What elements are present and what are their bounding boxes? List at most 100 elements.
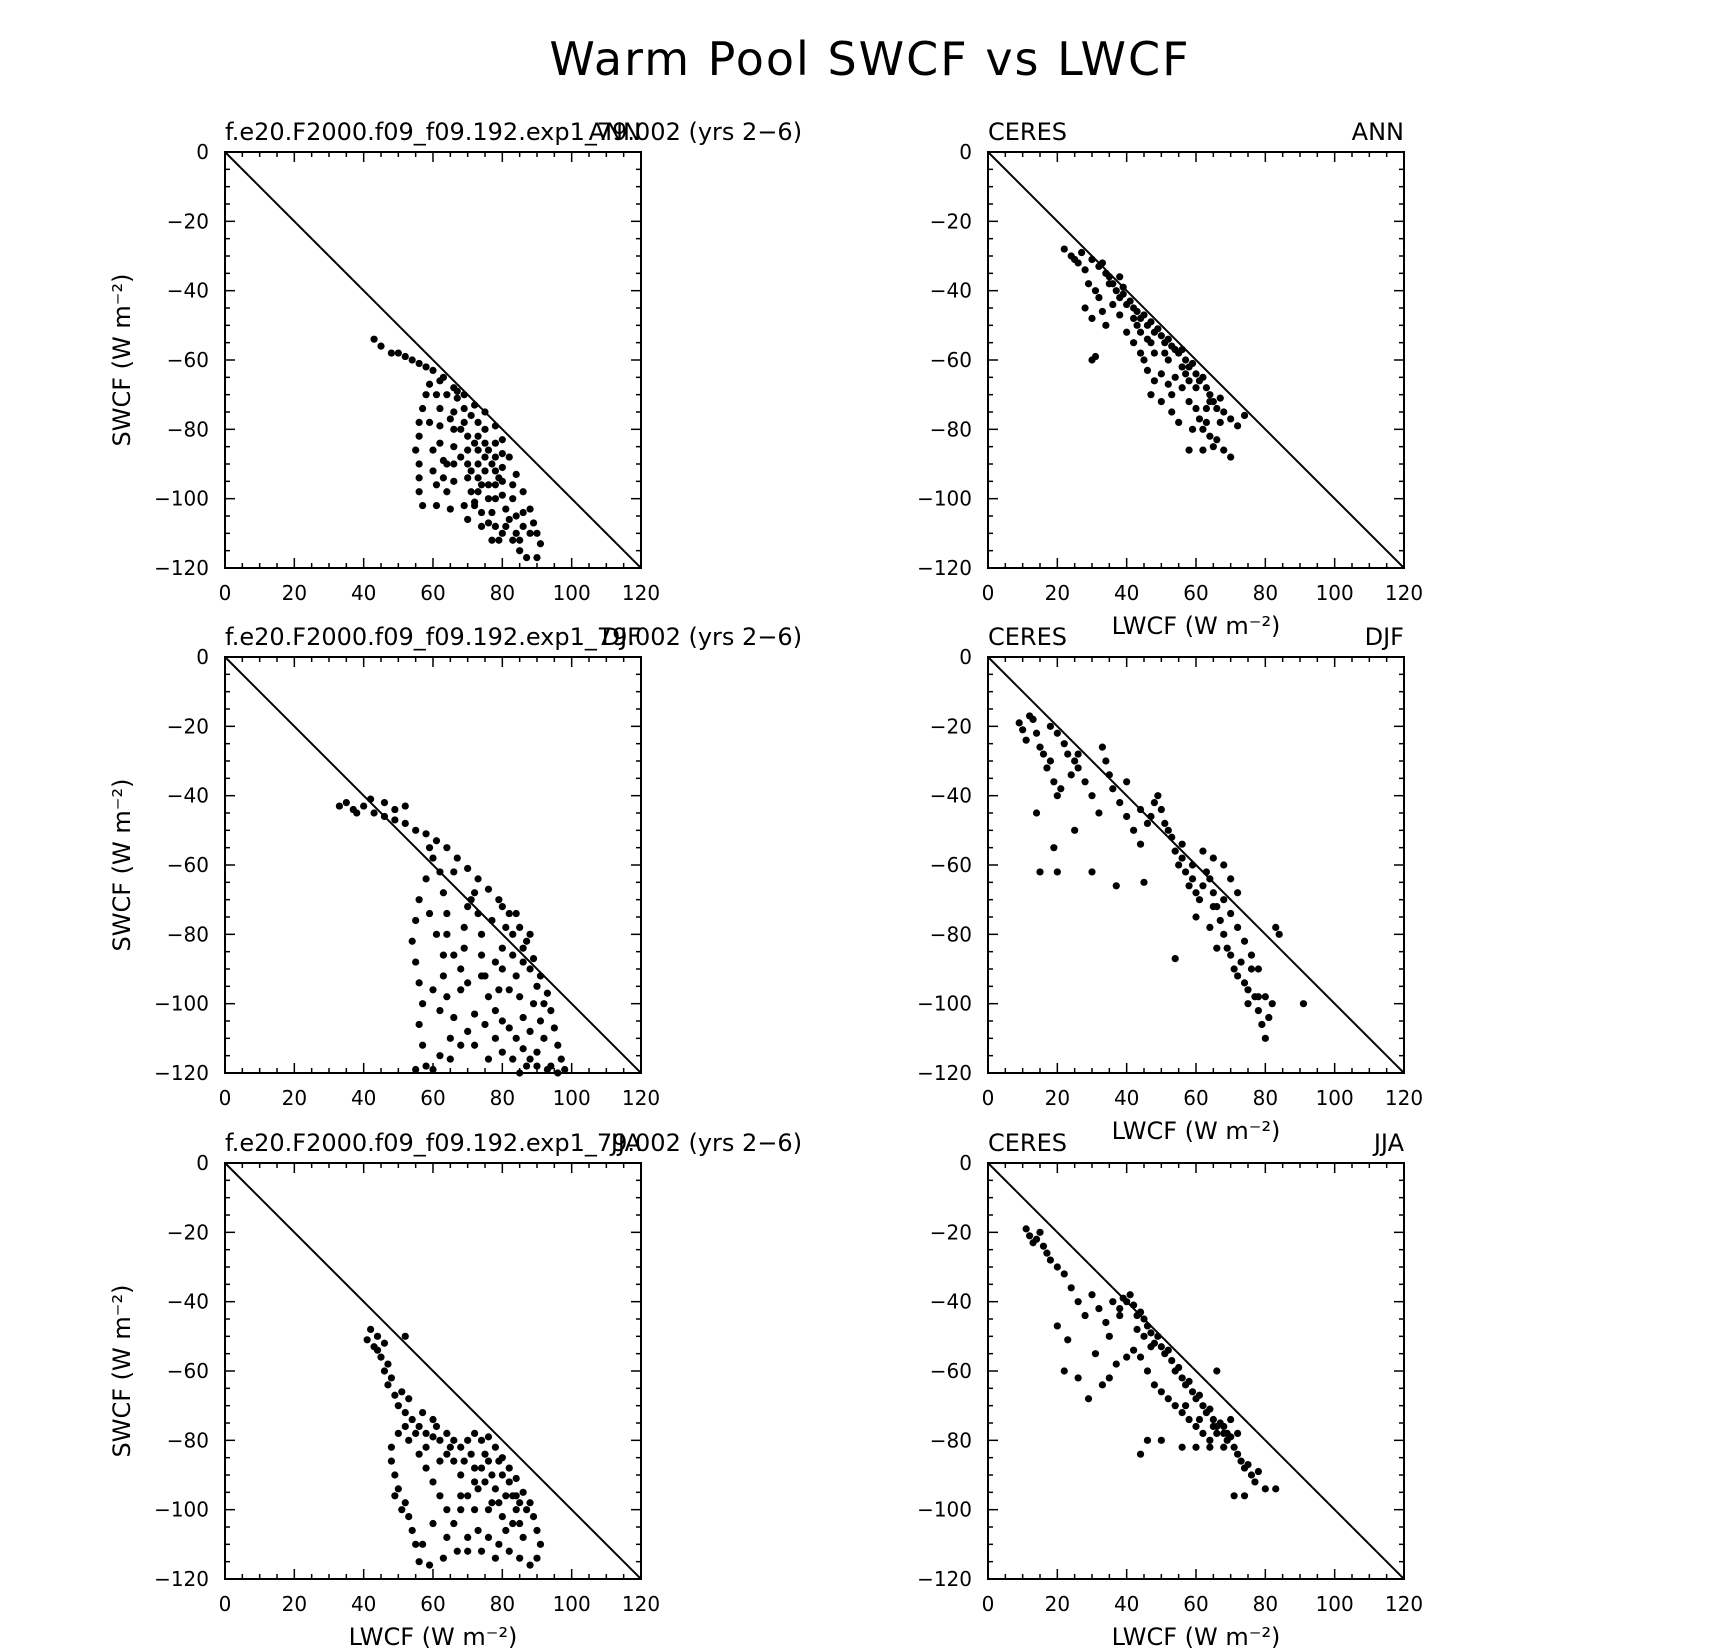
data-point: [1178, 840, 1186, 848]
data-point: [457, 425, 465, 433]
data-point: [519, 944, 527, 952]
y-tick-label: −100: [917, 487, 972, 511]
data-point: [526, 1055, 534, 1063]
data-point: [481, 453, 489, 461]
data-point: [1199, 847, 1207, 855]
data-point: [481, 439, 489, 447]
data-point: [391, 805, 399, 814]
data-point: [1140, 1332, 1148, 1340]
x-tick-label: 40: [351, 1086, 376, 1110]
data-point: [419, 1041, 427, 1049]
data-point: [1060, 740, 1068, 748]
data-point: [481, 1450, 489, 1458]
data-point: [415, 418, 423, 426]
data-point: [443, 1506, 451, 1514]
data-point: [519, 1488, 527, 1496]
data-point: [471, 889, 479, 897]
data-point: [1202, 384, 1210, 392]
data-point: [1227, 875, 1235, 883]
data-point: [377, 342, 385, 350]
data-point: [342, 799, 350, 807]
data-point: [502, 522, 510, 531]
data-point: [1060, 1270, 1068, 1278]
data-point: [1164, 1346, 1172, 1354]
data-point: [432, 481, 441, 489]
data-point: [477, 951, 486, 959]
data-point: [443, 1450, 451, 1458]
data-point: [1130, 339, 1138, 347]
data-point: [512, 470, 520, 478]
data-point: [495, 896, 503, 904]
data-point: [377, 1353, 385, 1361]
data-point: [1171, 373, 1179, 381]
data-point: [1213, 1429, 1221, 1437]
data-point: [533, 554, 541, 562]
data-point: [1192, 1443, 1200, 1451]
data-point: [1244, 986, 1252, 994]
y-tick-label: −80: [167, 1428, 209, 1452]
data-point: [526, 1561, 534, 1569]
data-point: [436, 1007, 444, 1015]
data-point: [1130, 826, 1138, 834]
data-point: [1230, 1492, 1238, 1500]
data-point: [1188, 861, 1197, 869]
data-point: [398, 1506, 406, 1514]
data-point: [471, 1010, 479, 1018]
data-point: [380, 812, 389, 821]
panel-left-label: f.e20.F2000.f09_f09.192.exp1_79.002 (yrs…: [225, 1129, 802, 1157]
data-point: [415, 1450, 423, 1458]
x-tick-label: 100: [1316, 1086, 1354, 1110]
data-point: [443, 844, 451, 852]
data-point: [474, 488, 482, 496]
scatter-panel: 0 20 40 60 80 100 120 0 −20 −40 −60 −80 −100 −120 f.e2…: [108, 118, 802, 605]
data-point: [512, 1034, 520, 1042]
data-point: [373, 1346, 382, 1354]
data-point: [1088, 314, 1096, 322]
data-point: [1168, 833, 1176, 841]
data-point: [519, 508, 527, 517]
data-point: [505, 1547, 513, 1555]
data-point: [1133, 1325, 1141, 1333]
data-point: [450, 1436, 458, 1444]
data-point: [1053, 1322, 1061, 1330]
data-point: [429, 854, 437, 862]
data-point: [1234, 972, 1242, 980]
data-point: [1088, 255, 1096, 264]
data-point: [453, 854, 461, 862]
data-point: [1074, 750, 1082, 758]
x-axis-label: LWCF (W m⁻²): [1112, 612, 1281, 640]
x-tick-label: 0: [982, 1592, 995, 1616]
data-point: [432, 502, 441, 510]
data-point: [1015, 719, 1023, 727]
data-point: [498, 436, 506, 444]
y-tick-label: −80: [930, 1428, 972, 1452]
data-point: [491, 1034, 499, 1042]
data-point: [498, 1017, 506, 1025]
data-point: [529, 1000, 538, 1008]
data-point: [523, 554, 531, 562]
y-tick-label: −40: [167, 1290, 209, 1314]
data-point: [1244, 1000, 1252, 1008]
data-point: [1143, 366, 1152, 374]
data-point: [1178, 1374, 1186, 1382]
data-point: [450, 951, 458, 959]
data-point: [519, 1045, 527, 1053]
one-to-one-line: [987, 1162, 1405, 1580]
data-point: [1154, 792, 1162, 800]
data-point: [488, 460, 496, 468]
data-point: [422, 363, 430, 371]
data-point: [1136, 840, 1145, 848]
data-point: [391, 816, 399, 824]
data-point: [1119, 290, 1127, 298]
data-point: [1168, 391, 1176, 399]
data-point: [1147, 1343, 1155, 1351]
data-point: [439, 972, 447, 980]
data-point: [1060, 1367, 1068, 1375]
data-point: [450, 425, 458, 433]
data-point: [557, 1055, 565, 1063]
data-point: [1071, 255, 1079, 264]
y-tick-label: −40: [930, 784, 972, 808]
data-point: [1202, 868, 1210, 876]
one-to-one-line: [987, 151, 1405, 569]
data-point: [484, 1055, 493, 1063]
